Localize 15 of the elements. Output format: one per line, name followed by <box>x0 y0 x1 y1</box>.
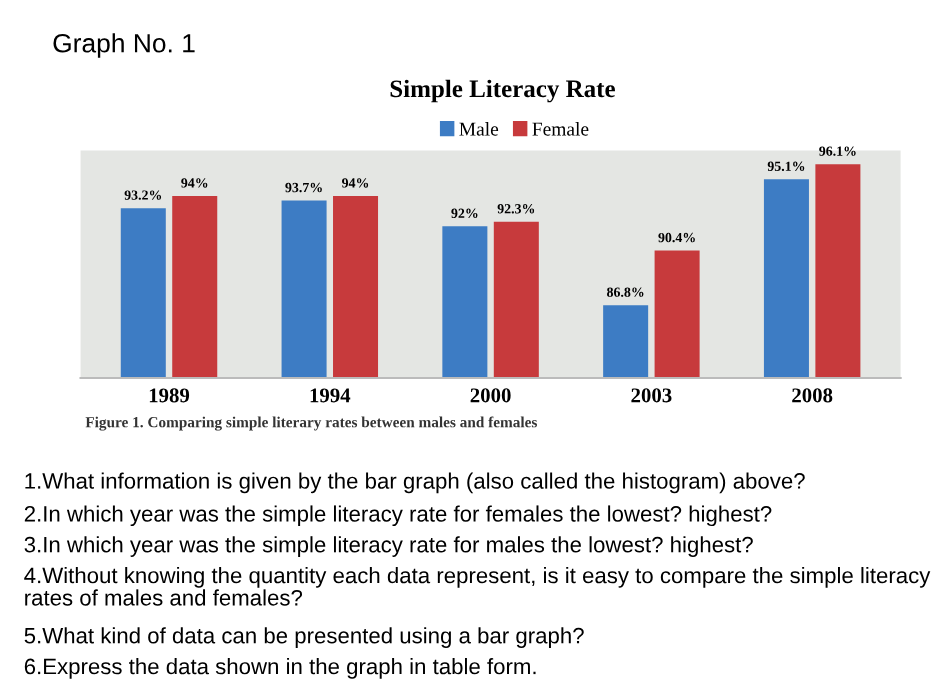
x-tick-label: 2008 <box>792 388 833 403</box>
x-tick-label: 1989 <box>149 388 190 403</box>
x-tick-label: 2003 <box>631 388 672 403</box>
text: Graph No. 1 <box>53 33 195 58</box>
x-tick-label: 1994 <box>310 388 351 403</box>
text: 3.In which year was the simple literacy rate for males the lowest? highest? <box>24 536 753 557</box>
text: 1.What information is given by the bar graph (also called the histogram) above? <box>25 472 805 494</box>
chart-title: Simple Literacy Rate <box>390 79 615 103</box>
text: 4.Without knowing the quantity each data represent, is it easy to compare the simple literacy rates of males and females? <box>24 567 931 606</box>
text: 6.Express the data shown in the graph in table form. <box>24 658 536 679</box>
text: 5.What kind of data can be presented using a bar graph? <box>24 627 584 648</box>
legend-label: Male <box>459 122 499 136</box>
x-tick-label: 2000 <box>470 388 511 403</box>
text: 2.In which year was the simple literacy rate for females the lowest? highest? <box>24 505 772 527</box>
legend-label: Female <box>532 122 589 136</box>
